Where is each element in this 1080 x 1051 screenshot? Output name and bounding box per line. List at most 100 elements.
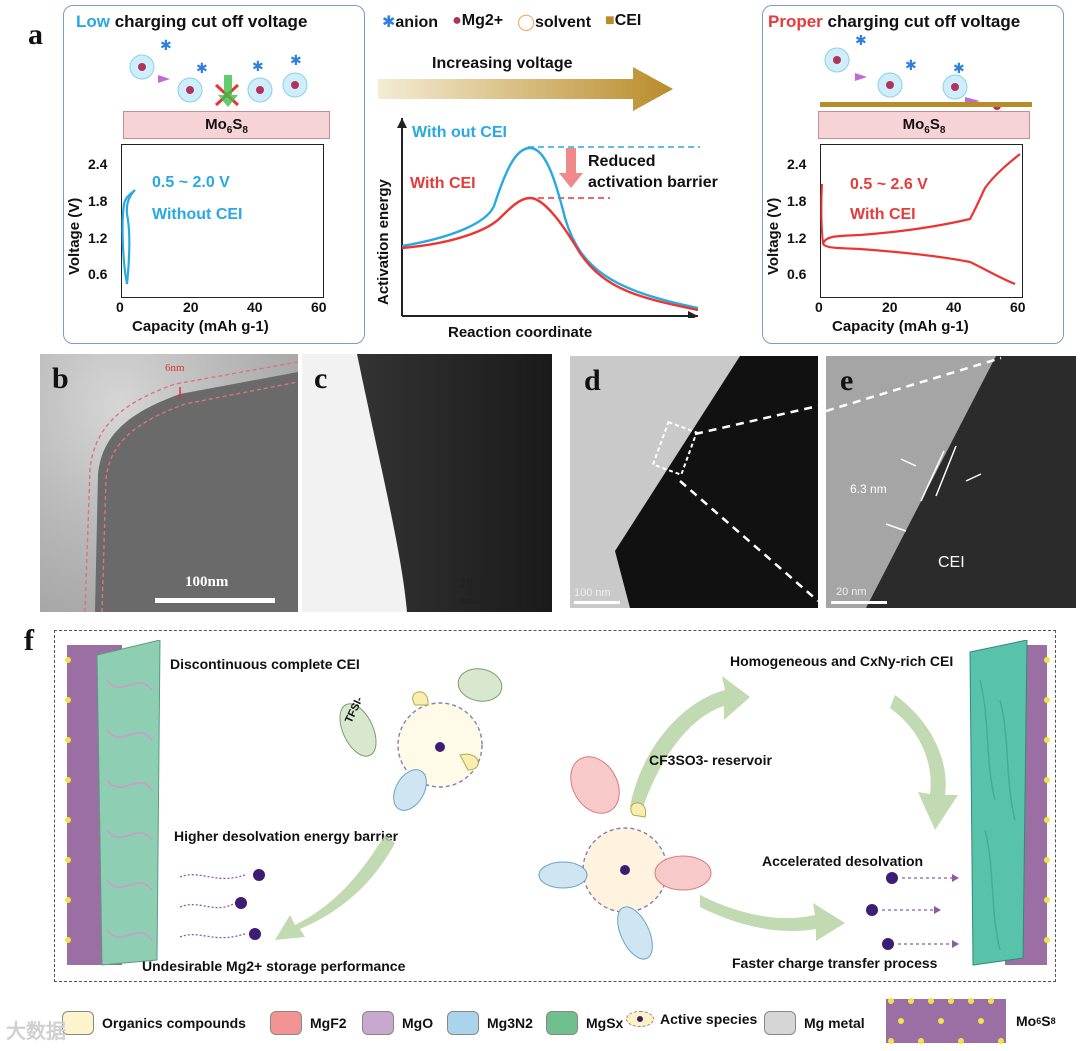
fast-mg-ions [866,872,959,950]
mo6s8-structure-icon [886,998,1006,1044]
mo6s8-electrode-left: Mo6S8 [123,111,330,139]
title-highlight-low: Low [76,12,110,31]
faster-charge-transfer-label: Faster charge transfer process [732,955,938,971]
ytick: 0.6 [787,266,807,282]
thickness-e: 6.3 nm [850,482,887,496]
ytick: 2.4 [787,156,807,172]
panel-label-b: b [52,362,69,395]
active-species-icon [626,1011,654,1027]
voltage-curve-right [820,153,1021,286]
species-legend: ✱anion ●Mg2+ ◯solvent ■CEI [382,12,641,32]
reduced-label: Reduced [588,153,656,170]
mgo-swatch [362,1011,394,1035]
solvated-ions-right: ✱ ✱ ✱ [820,35,1032,110]
ylabel-left: Voltage (V) [66,197,83,275]
solvation-shell-right [538,756,712,960]
panel-label-a: a [28,18,43,51]
ytick: 1.2 [88,230,108,246]
legend-organics: Organics compounds [62,1011,246,1035]
xtick: 0 [815,299,823,315]
curved-arrow-right [700,895,845,941]
mg3n2-swatch [447,1011,479,1035]
voltage-curve-left [121,189,136,285]
undesirable-performance-label: Undesirable Mg2+ storage performance [142,958,406,974]
reservoir-label: CF3SO3- reservoir [649,752,772,768]
xlabel-right: Capacity (mAh g-1) [832,318,969,335]
range-right: 0.5 ~ 2.6 V [850,176,928,193]
svg-text:✱: ✱ [953,60,965,76]
svg-text:✱: ✱ [290,52,302,68]
slow-mg-ions [179,869,265,940]
title-highlight-proper: Proper [768,12,823,31]
voltage-plot-left [121,144,324,298]
svg-text:✱: ✱ [252,58,264,74]
mo6s8-electrode-homogeneous [969,640,1050,966]
panel-f-frame [54,630,1056,982]
legend-active-species: Active species [626,1011,757,1027]
organics-swatch [62,1011,94,1035]
solvation-shell-left [339,668,503,811]
mo6s8-electrode-discontinuous [65,640,161,966]
svg-text:✱: ✱ [196,60,208,76]
desolvation-barrier-label: Higher desolvation energy barrier [174,828,399,844]
thickness-b: 6nm [165,362,185,374]
curved-arrow-left [275,835,395,940]
xtick: 20 [183,299,199,315]
title-rest: charging cut off voltage [822,12,1021,31]
with-cei-label: With CEI [410,175,476,192]
mo6s8-electrode-right: Mo6S8 [818,111,1030,139]
xtick: 20 [882,299,898,315]
cei-legend: ■CEI [605,12,642,29]
homogeneous-cei-label: Homogeneous and CxNy-rich CEI [730,653,954,669]
scale-c: 20nm [459,576,495,592]
solvent-legend: ◯solvent [517,14,592,31]
panel-label-f: f [24,624,34,657]
ytick: 1.8 [787,193,807,209]
tem-image-d: d 100 nm [570,356,818,608]
ytick: 1.2 [787,230,807,246]
activation-energy-ylabel: Activation energy [375,179,392,305]
scale-b: 100nm [185,574,229,590]
ytick: 1.8 [88,193,108,209]
xtick: 60 [311,299,327,315]
condition-left: Without CEI [152,206,243,223]
watermark: 大数据 [6,1021,66,1043]
discontinuous-cei-label: Discontinuous complete CEI [170,656,360,672]
increasing-voltage-label: Increasing voltage [432,55,573,72]
tem-image-b: b 6nm 100nm [40,354,298,612]
xtick: 40 [247,299,263,315]
mg-legend: ●Mg2+ [452,12,504,29]
ytick: 2.4 [88,156,108,172]
curved-arrow-down [890,695,958,830]
legend-mgo: MgO [362,1011,433,1035]
condition-right: With CEI [850,206,916,223]
solvated-ions-left: ✱ ✱ ✱ ✱ [129,37,308,107]
title-rest: charging cut off voltage [110,12,308,31]
svg-text:✱: ✱ [905,57,917,73]
panel-a-left-title: Low charging cut off voltage [76,12,307,32]
tem-image-e: e 6.3 nm CEI 20 nm [826,356,1076,608]
legend-mo6s8: Mo 6 S 8 [1016,1013,1056,1029]
svg-text:✱: ✱ [855,35,867,48]
xtick: 0 [116,299,124,315]
activation-energy-plot [397,118,700,318]
panel-label-d: d [584,364,601,397]
mgf2-swatch [270,1011,302,1035]
anion-legend: ✱anion [382,14,439,31]
legend-mgsx: MgSx [546,1011,623,1035]
curved-arrow-up [630,676,750,810]
panel-label-c: c [314,362,328,395]
xtick: 40 [946,299,962,315]
legend-mg3n2: Mg3N2 [447,1011,533,1035]
accelerated-desolvation-label: Accelerated desolvation [762,853,924,869]
without-cei-label: With out CEI [412,124,507,141]
range-left: 0.5 ~ 2.0 V [152,174,230,191]
ytick: 0.6 [88,266,108,282]
mg-metal-swatch [764,1011,796,1035]
mgsx-swatch [546,1011,578,1035]
reaction-coordinate-xlabel: Reaction coordinate [448,324,593,341]
panel-label-e: e [840,364,854,397]
scale-e: 20 nm [836,586,867,598]
panel-a-right-title: Proper charging cut off voltage [768,12,1020,32]
xlabel-left: Capacity (mAh g-1) [132,318,269,335]
